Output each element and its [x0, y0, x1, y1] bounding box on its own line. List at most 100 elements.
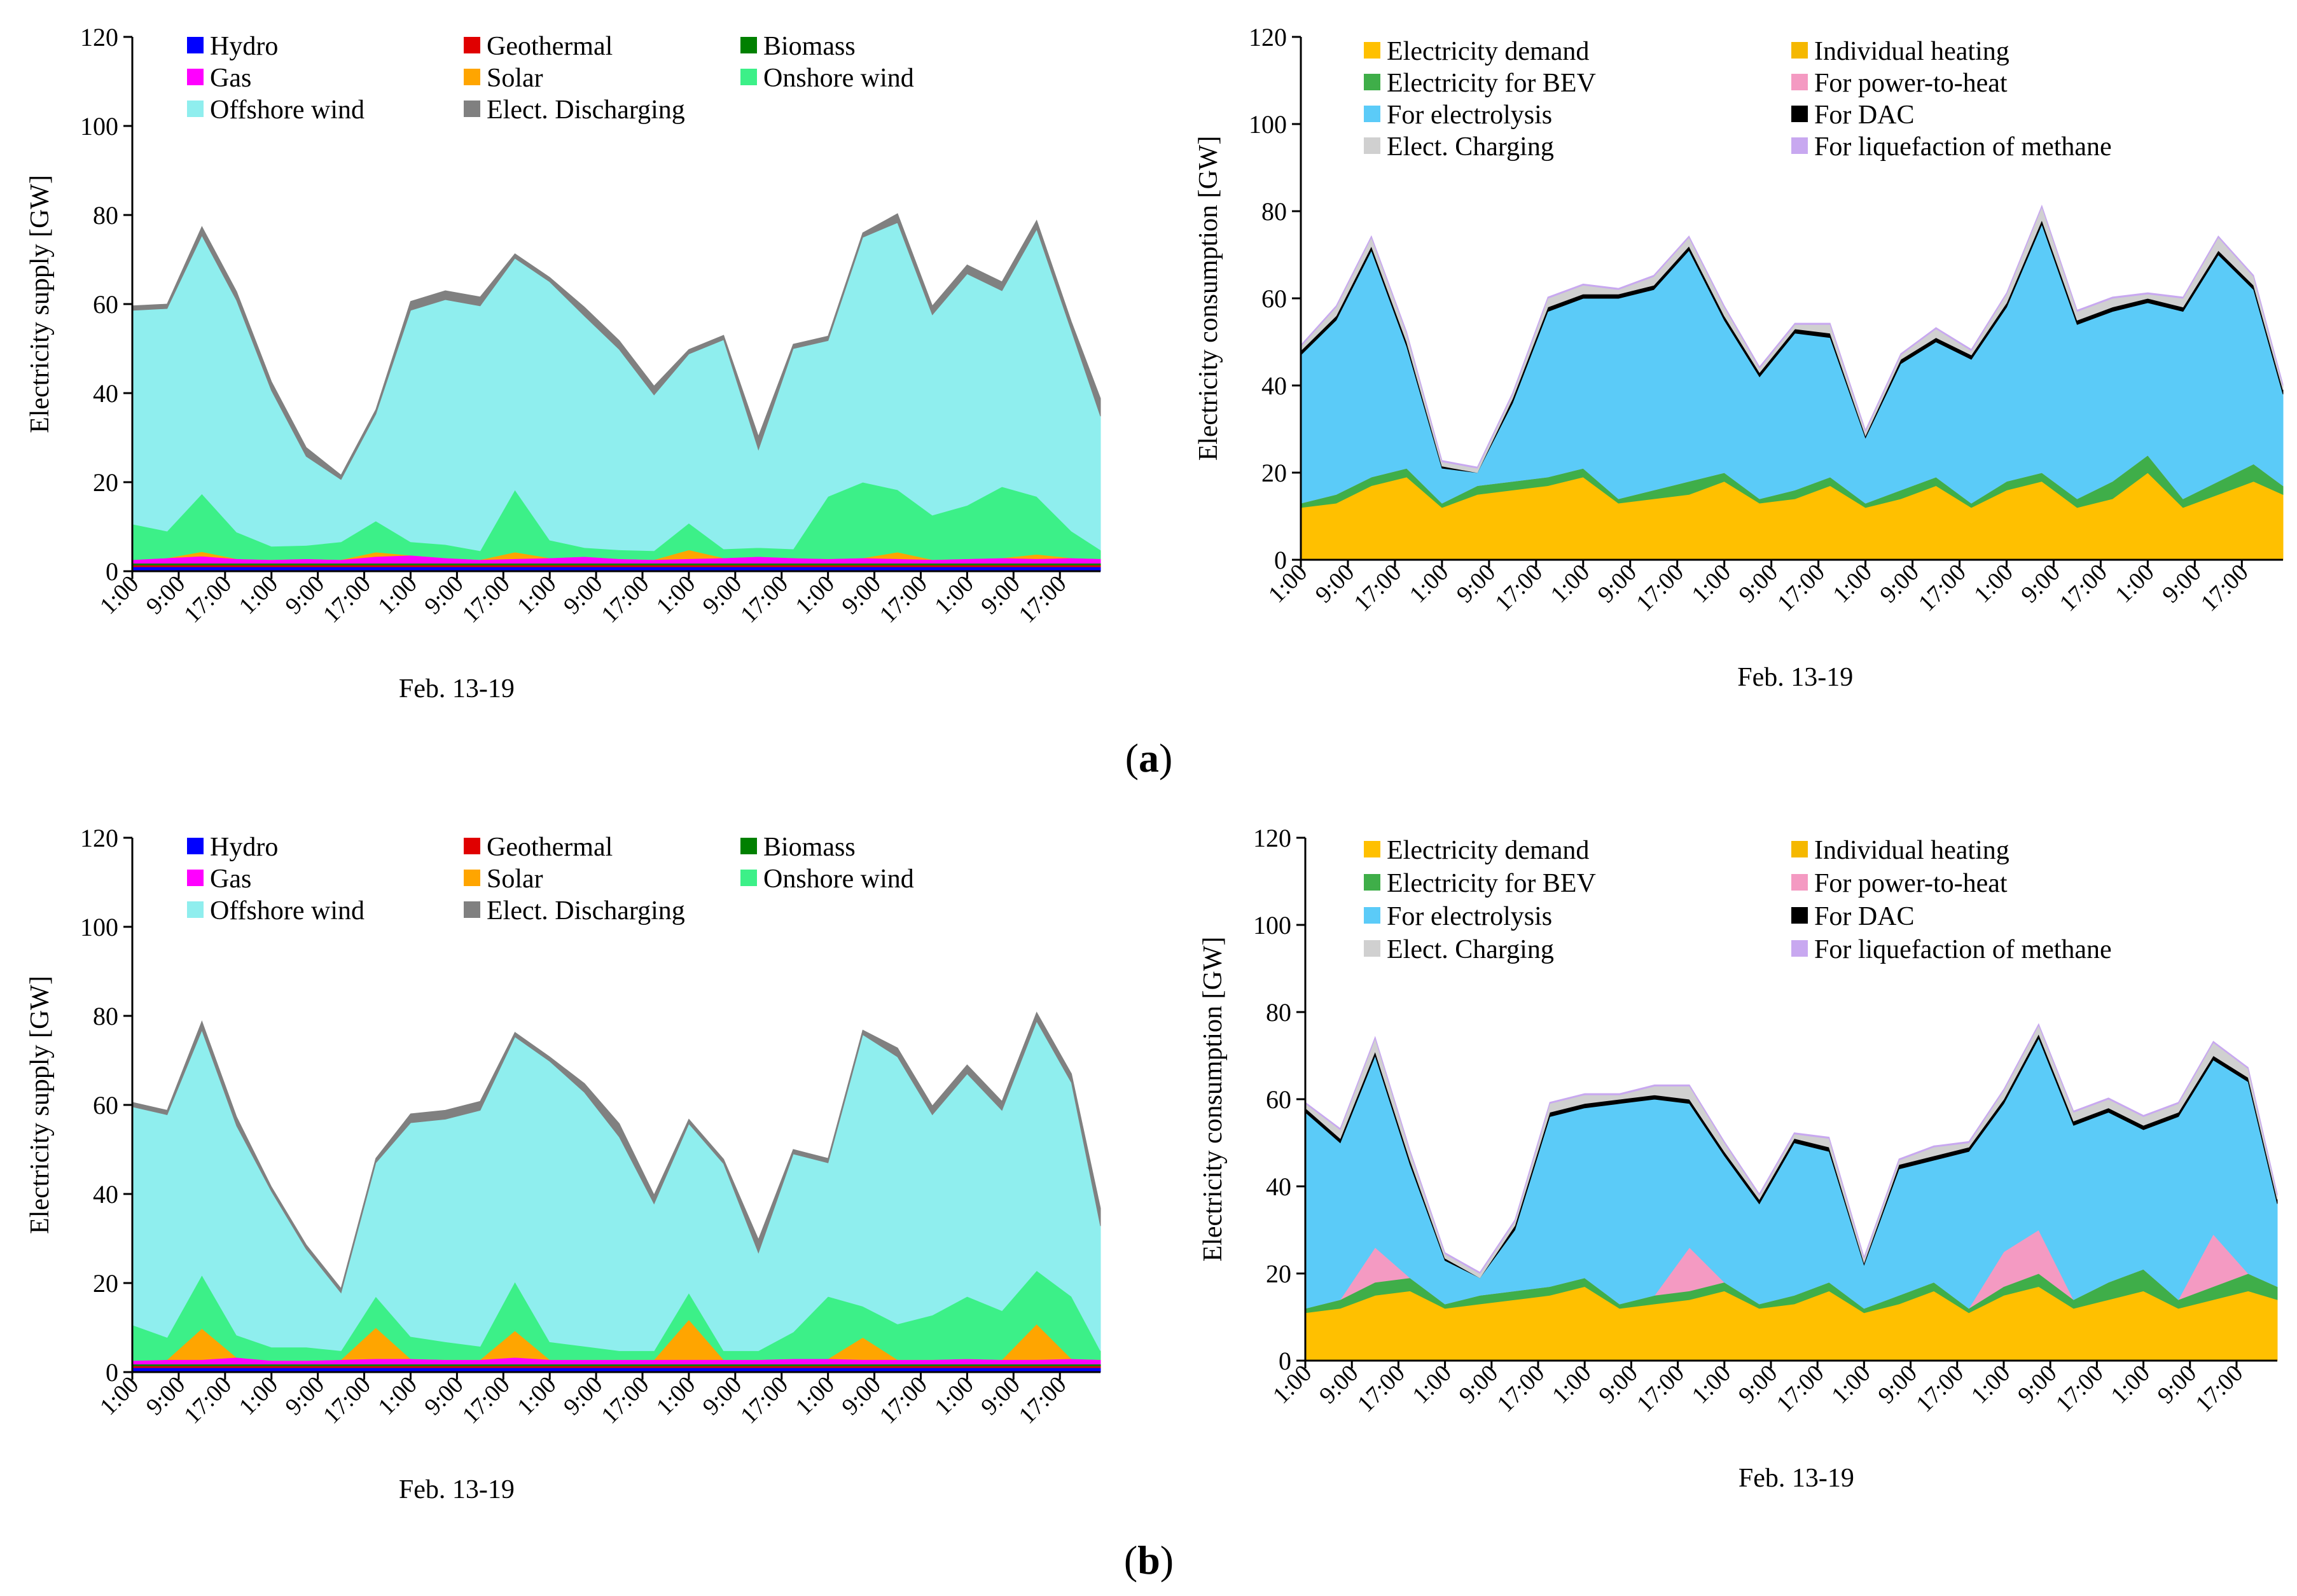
- x-tick-label: 1:00: [234, 1371, 283, 1420]
- x-tick-label: 17:00: [1349, 559, 1406, 617]
- x-tick-label: 1:00: [791, 571, 840, 620]
- x-tick-label: 1:00: [1687, 559, 1736, 608]
- legend-swatch-biomass: [740, 838, 757, 854]
- x-axis-title: Feb. 13-19: [399, 674, 515, 704]
- x-tick-label: 17:00: [179, 1371, 237, 1429]
- legend-label-individual-heating: Individual heating: [1814, 836, 2009, 865]
- legend-label-geothermal: Geothermal: [487, 833, 613, 862]
- legend-swatch-solar: [464, 69, 480, 85]
- legend-swatch-electricity-demand: [1364, 841, 1380, 857]
- legend-swatch-for-dac: [1791, 907, 1808, 924]
- legend-swatch-individual-heating: [1791, 841, 1808, 857]
- legend-swatch-for-dac: [1791, 106, 1808, 122]
- x-tick-label: 17:00: [1014, 1371, 1072, 1429]
- legend-label-for-power-to-heat: For power-to-heat: [1814, 69, 2008, 98]
- x-tick-label: 17:00: [2196, 559, 2254, 617]
- x-tick-label: 17:00: [1772, 1360, 1829, 1418]
- chart-a-supply: 0204060801001201:009:0017:001:009:0017:0…: [25, 23, 1101, 704]
- x-tick-label: 1:00: [1407, 1360, 1456, 1409]
- x-tick-label: 1:00: [95, 571, 144, 620]
- legend-swatch-for-liquefaction-of-methane: [1791, 137, 1808, 154]
- x-tick-label: 1:00: [234, 571, 283, 620]
- legend-swatch-electricity-demand: [1364, 42, 1380, 59]
- x-tick-label: 1:00: [95, 1371, 144, 1420]
- series-areas: [132, 1011, 1101, 1373]
- series-areas: [1305, 1023, 2278, 1361]
- legend-label-elect-charging: Elect. Charging: [1387, 935, 1554, 964]
- y-tick-label: 100: [80, 913, 118, 941]
- legend-swatch-offshore-wind: [187, 101, 204, 117]
- y-tick-label: 40: [93, 1180, 118, 1209]
- legend-swatch-for-electrolysis: [1364, 907, 1380, 924]
- y-axis-title: Electricity supply [GW]: [25, 175, 55, 433]
- x-tick-label: 17:00: [1631, 559, 1689, 617]
- legend-label-electricity-demand: Electricity demand: [1387, 37, 1589, 66]
- x-tick-label: 1:00: [373, 571, 422, 620]
- legend-label-for-electrolysis: For electrolysis: [1387, 902, 1552, 931]
- x-tick-label: 1:00: [1405, 559, 1454, 608]
- y-tick-label: 60: [1261, 284, 1287, 313]
- legend-label-electricity-demand: Electricity demand: [1387, 836, 1589, 865]
- y-tick-label: 20: [1261, 459, 1287, 487]
- legend-swatch-elect-charging: [1364, 940, 1380, 957]
- y-tick-label: 100: [80, 112, 118, 141]
- legend: Electricity demand Individual heating Elec…: [1364, 37, 2112, 162]
- x-tick-label: 17:00: [1352, 1360, 1410, 1418]
- y-tick-label: 20: [93, 468, 118, 497]
- x-tick-label: 17:00: [2190, 1360, 2248, 1418]
- legend-swatch-individual-heating: [1791, 42, 1808, 59]
- x-tick-label: 17:00: [2051, 1360, 2109, 1418]
- legend-swatch-onshore-wind: [740, 870, 757, 886]
- legend-swatch-onshore-wind: [740, 69, 757, 85]
- x-tick-label: 17:00: [1913, 559, 1971, 617]
- y-tick-label: 40: [1261, 371, 1287, 400]
- x-tick-label: 17:00: [1632, 1360, 1690, 1418]
- y-tick-label: 0: [1274, 546, 1287, 574]
- x-tick-label: 1:00: [929, 1371, 978, 1420]
- x-axis-title: Feb. 13-19: [1737, 663, 1853, 692]
- x-tick-label: 17:00: [1772, 559, 1830, 617]
- x-tick-label: 17:00: [596, 571, 654, 628]
- legend-swatch-for-power-to-heat: [1791, 74, 1808, 90]
- x-tick-label: 1:00: [791, 1371, 840, 1420]
- legend-swatch-gas: [187, 69, 204, 85]
- y-tick-label: 60: [1266, 1085, 1291, 1114]
- legend-label-elect-discharging: Elect. Discharging: [487, 896, 685, 926]
- legend-swatch-hydro: [187, 838, 204, 854]
- legend-swatch-gas: [187, 870, 204, 886]
- legend-label-onshore-wind: Onshore wind: [763, 64, 914, 93]
- legend-swatch-electricity-for-bev: [1364, 74, 1380, 90]
- y-axis-title: Electricity consumption [GW]: [1194, 136, 1223, 461]
- y-tick-label: 40: [1266, 1172, 1291, 1201]
- x-tick-label: 1:00: [2106, 1360, 2155, 1409]
- legend-label-geothermal: Geothermal: [487, 32, 613, 61]
- series-areas: [1300, 204, 2284, 560]
- legend-label-onshore-wind: Onshore wind: [763, 864, 914, 894]
- area-offshore-wind: [132, 222, 1101, 552]
- y-tick-label: 80: [1266, 998, 1291, 1027]
- series-areas: [132, 213, 1101, 572]
- legend-swatch-geothermal: [464, 37, 480, 53]
- legend-swatch-solar: [464, 870, 480, 886]
- x-tick-label: 1:00: [1263, 559, 1312, 608]
- legend-label-for-liquefaction-of-methane: For liquefaction of methane: [1814, 935, 2112, 964]
- y-tick-label: 120: [80, 23, 118, 52]
- legend-label-individual-heating: Individual heating: [1814, 37, 2009, 66]
- x-tick-label: 17:00: [1492, 1360, 1550, 1418]
- legend-label-for-dac: For DAC: [1814, 101, 1915, 130]
- legend-label-biomass: Biomass: [763, 833, 856, 862]
- y-tick-label: 120: [1249, 23, 1287, 52]
- x-tick-label: 17:00: [179, 571, 237, 628]
- legend-label-for-power-to-heat: For power-to-heat: [1814, 869, 2008, 898]
- area-for-liquefaction-of-methane: [1300, 204, 2284, 469]
- legend-swatch-elect-discharging: [464, 101, 480, 117]
- legend-label-offshore-wind: Offshore wind: [210, 896, 364, 926]
- y-tick-label: 40: [93, 379, 118, 408]
- y-axis-title: Electricity supply [GW]: [25, 976, 55, 1234]
- x-tick-label: 17:00: [1014, 571, 1072, 628]
- area-elect-discharging: [132, 213, 1101, 480]
- panel-label-a: (a): [1125, 735, 1173, 781]
- y-tick-label: 20: [1266, 1259, 1291, 1288]
- x-axis-title: Feb. 13-19: [399, 1475, 515, 1504]
